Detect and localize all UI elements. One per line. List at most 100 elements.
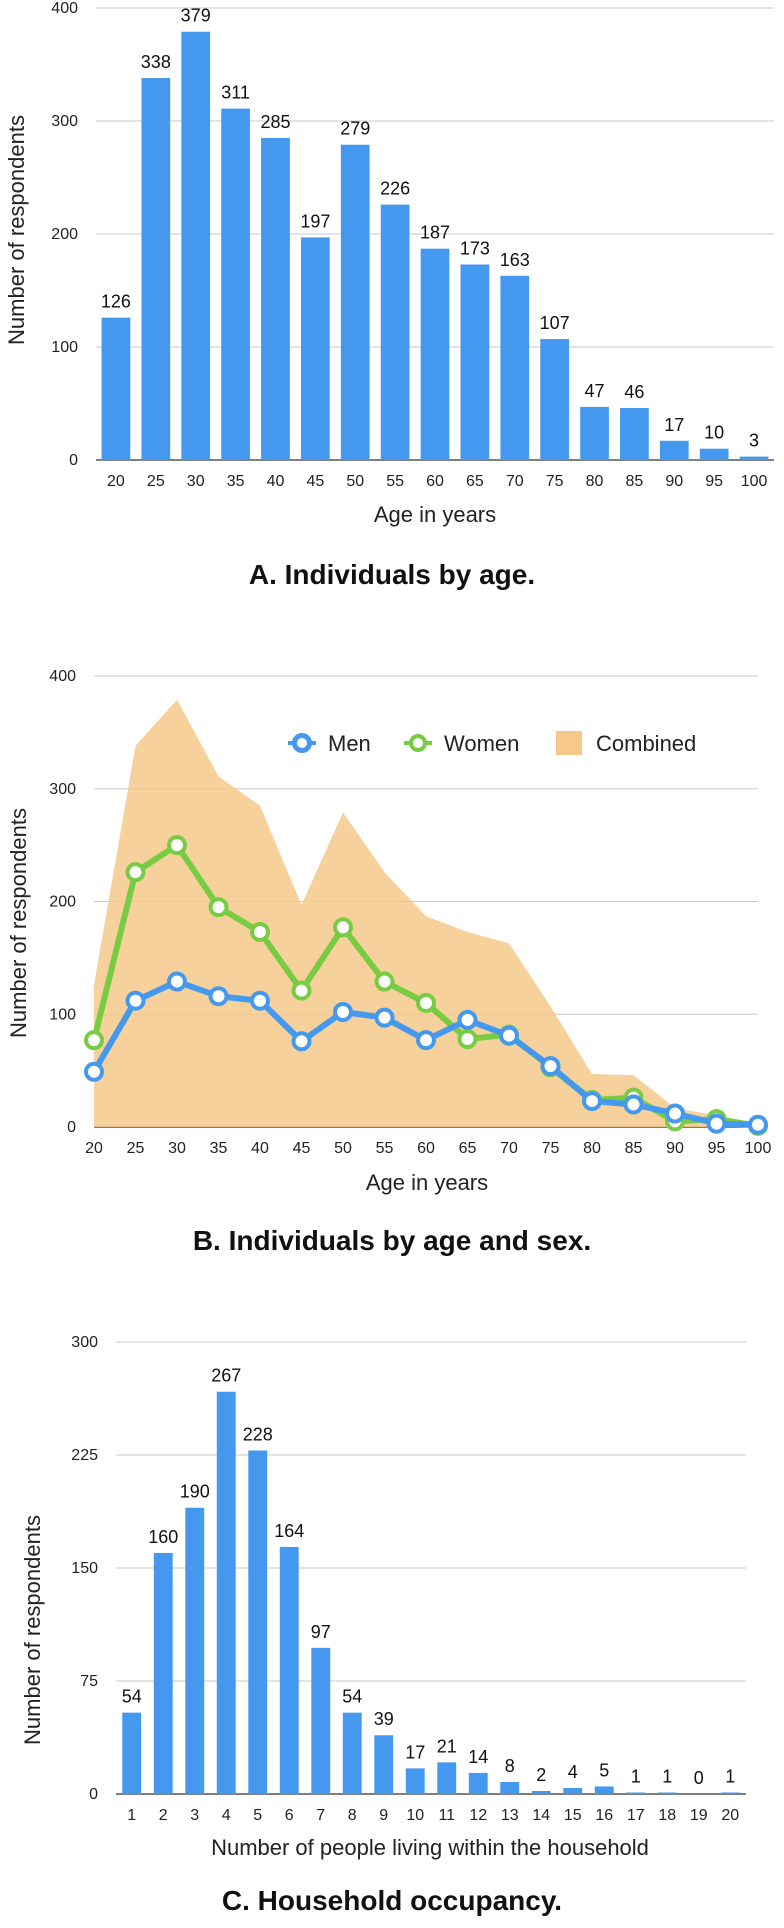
legend-women-label: Women <box>444 731 519 756</box>
chart-a-data-label: 197 <box>300 211 330 231</box>
chart-a-xtick-label: 45 <box>306 473 324 490</box>
chart-a-xtick-label: 25 <box>147 473 165 490</box>
chart-a-xtick-label: 35 <box>227 473 245 490</box>
chart-c-data-label: 1 <box>662 1766 672 1786</box>
chart-a-xtick-label: 20 <box>107 473 125 490</box>
chart-b-xtick-label: 65 <box>459 1140 477 1157</box>
chart-c-bar <box>185 1507 205 1794</box>
chart-a-bar <box>620 408 649 460</box>
legend-combined-label: Combined <box>596 731 696 756</box>
chart-c-xtick-label: 19 <box>690 1807 708 1824</box>
chart-a-bar <box>340 144 370 461</box>
chart-a-xlabel: Age in years <box>374 502 496 527</box>
chart-b-title: B. Individuals by age and sex. <box>193 1225 591 1256</box>
chart-a-xtick-label: 30 <box>187 473 205 490</box>
chart-a-panel: 126 338 379 311 285 197 279 226 187 173 163 107 47 46… <box>0 0 784 600</box>
chart-b-xtick-label: 25 <box>127 1140 145 1157</box>
chart-b-ytick-label: 200 <box>49 894 76 911</box>
chart-b-xtick-label: 100 <box>745 1140 772 1157</box>
women-point <box>125 862 146 883</box>
chart-b-xtick-label: 95 <box>708 1140 726 1157</box>
chart-c-xtick-label: 8 <box>348 1807 357 1824</box>
women-point <box>416 992 436 1013</box>
chart-c-ytick-label: 300 <box>71 1334 98 1351</box>
chart-c-xtick-label: 12 <box>469 1807 487 1824</box>
chart-a-bar <box>500 275 530 460</box>
chart-c-xtick-label: 18 <box>658 1807 676 1824</box>
chart-a-bar <box>261 137 290 460</box>
chart-a-bar <box>580 406 609 460</box>
chart-c-xtick-label: 14 <box>532 1807 550 1824</box>
chart-c-ylabel: Number of respondents <box>20 1515 45 1745</box>
chart-c-xtick-label: 13 <box>501 1807 519 1824</box>
chart-b-xtick-label: 35 <box>210 1140 228 1157</box>
chart-b-xtick-label: 40 <box>251 1140 269 1157</box>
chart-a-data-label: 163 <box>500 250 530 270</box>
chart-b-xlabel: Age in years <box>366 1170 488 1195</box>
chart-a-data-label: 285 <box>260 112 290 132</box>
chart-a-xtick-label: 50 <box>346 473 364 490</box>
chart-c-bar <box>216 1391 236 1794</box>
men-point <box>665 1103 685 1124</box>
women-point <box>208 897 229 918</box>
chart-b-xtick-label: 45 <box>293 1140 311 1157</box>
chart-a-data-label: 47 <box>585 381 605 401</box>
women-point <box>167 835 187 856</box>
chart-a-xtick-label: 85 <box>626 473 644 490</box>
chart-c-xtick-label: 11 <box>438 1807 455 1824</box>
chart-c-data-label: 21 <box>437 1736 457 1756</box>
chart-a-data-label: 10 <box>704 423 724 443</box>
men-point <box>374 1007 395 1028</box>
chart-a-ytick-label: 200 <box>51 226 78 243</box>
chart-a-data-label: 379 <box>181 6 211 26</box>
chart-c-xtick-label: 16 <box>595 1807 613 1824</box>
men-point <box>457 1009 478 1030</box>
chart-c-xtick-label: 15 <box>564 1807 582 1824</box>
chart-c-xtick-label: 4 <box>222 1807 231 1824</box>
chart-c-ytick-label: 75 <box>80 1673 98 1690</box>
chart-a-bar <box>420 248 450 460</box>
legend-men-marker-front <box>293 734 311 752</box>
legend-men-label: Men <box>328 731 371 756</box>
chart-b-xtick-label: 75 <box>542 1140 560 1157</box>
chart-a-xtick-label: 75 <box>546 473 564 490</box>
chart-c-xtick-label: 9 <box>379 1807 388 1824</box>
chart-c-data-label: 1 <box>725 1766 735 1786</box>
men-point <box>499 1025 519 1046</box>
chart-b-ylabel: Number of respondents <box>6 808 31 1038</box>
legend-combined-swatch <box>556 731 582 755</box>
chart-c-data-label: 164 <box>274 1521 304 1541</box>
chart-c-bar <box>279 1546 299 1794</box>
chart-a-bar <box>141 78 171 460</box>
chart-c-data-label: 54 <box>122 1687 142 1707</box>
chart-c-xtick-label: 5 <box>253 1807 262 1824</box>
chart-c-bar <box>405 1768 425 1794</box>
men-point <box>333 1001 353 1022</box>
men-point <box>84 1061 104 1082</box>
chart-a-xtick-label: 95 <box>705 473 723 490</box>
chart-c-xtick-label: 20 <box>721 1807 739 1824</box>
chart-a-bar <box>739 456 769 460</box>
men-point <box>582 1091 602 1112</box>
chart-a-data-label: 187 <box>420 223 450 243</box>
chart-a-data-label: 46 <box>624 382 644 402</box>
chart-a-bar <box>540 339 570 460</box>
chart-a-ytick-label: 100 <box>51 339 78 356</box>
chart-a-xtick-label: 70 <box>506 473 524 490</box>
chart-c-bar <box>311 1647 331 1794</box>
women-point <box>333 917 353 938</box>
legend-women-marker <box>409 734 427 752</box>
chart-c-xtick-label: 7 <box>316 1807 325 1824</box>
chart-c-data-label: 17 <box>405 1742 425 1762</box>
men-point <box>208 986 229 1007</box>
chart-a-data-label: 173 <box>460 239 490 259</box>
chart-c-xlabel: Number of people living within the house… <box>211 1835 649 1860</box>
chart-c-bar <box>500 1781 520 1794</box>
chart-b-xtick-label: 55 <box>376 1140 394 1157</box>
men-point <box>540 1056 561 1077</box>
chart-a-xtick-label: 80 <box>586 473 604 490</box>
chart-b-xtick-label: 30 <box>168 1140 186 1157</box>
